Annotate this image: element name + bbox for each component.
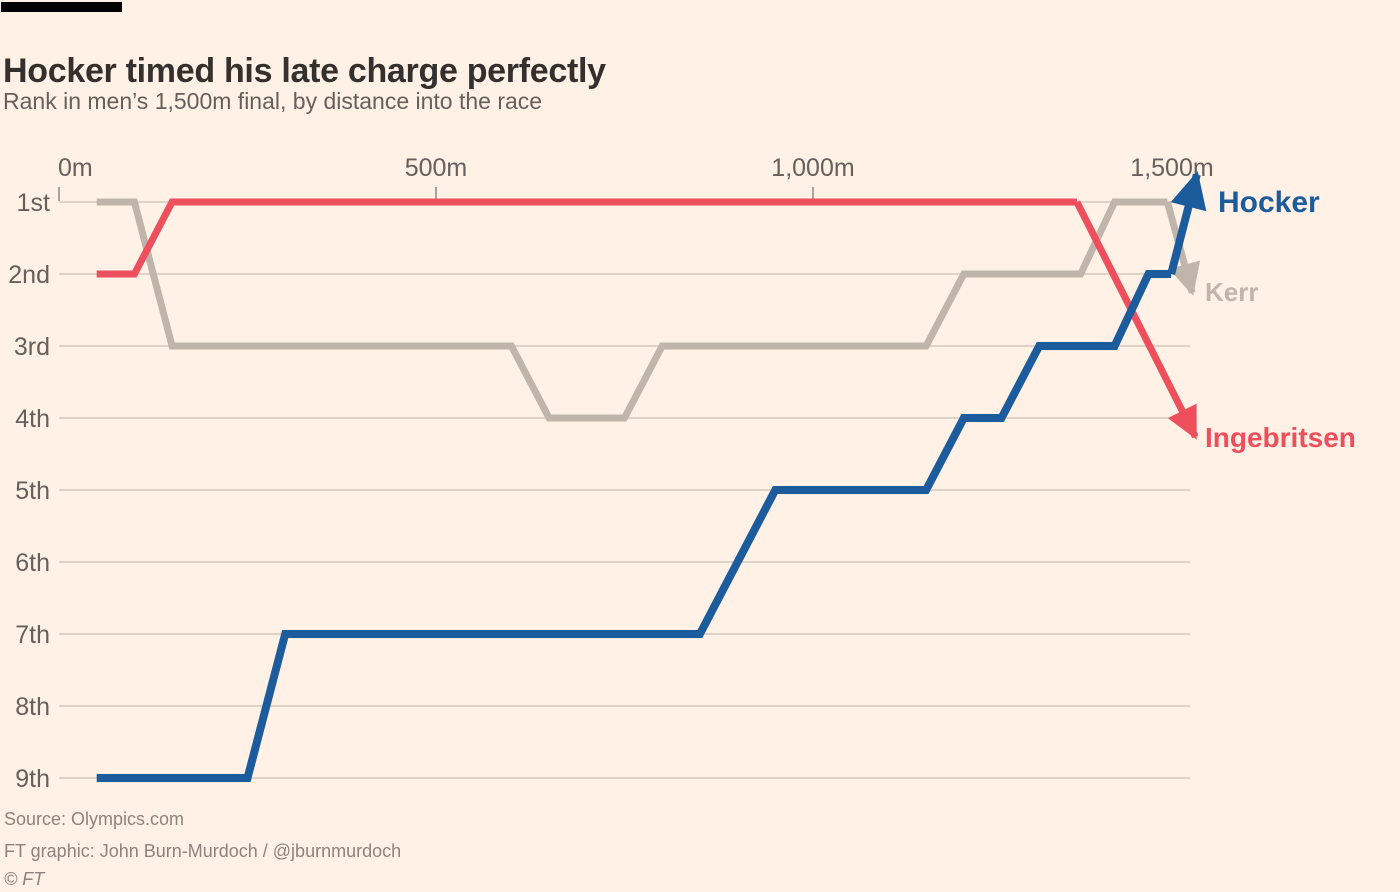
series-ingebritsen xyxy=(96,198,1199,440)
page-title: Hocker timed his late charge perfectly xyxy=(3,51,606,90)
ft-accent-bar xyxy=(1,2,122,12)
series-kerr xyxy=(96,198,1201,422)
series-label-kerr: Kerr xyxy=(1205,277,1259,307)
gridlines xyxy=(59,201,1190,779)
x-axis: 0m 500m 1,000m 1,500m xyxy=(58,154,1214,201)
y-tick-label: 8th xyxy=(15,693,50,721)
y-tick-label: 9th xyxy=(15,765,50,793)
series-hocker xyxy=(96,171,1207,782)
y-axis-labels: 1st 2nd 3rd 4th 5th 6th 7th 8th 9th xyxy=(8,189,50,793)
y-tick-label: 3rd xyxy=(14,333,50,361)
y-tick-label: 5th xyxy=(15,477,50,505)
footer-copyright: © FT xyxy=(4,869,45,889)
x-tick-label: 1,000m xyxy=(771,154,854,182)
y-tick-label: 7th xyxy=(15,621,50,649)
chart-subtitle: Rank in men’s 1,500m final, by distance … xyxy=(3,88,543,114)
y-tick-label: 1st xyxy=(17,189,50,217)
x-tick-label: 0m xyxy=(58,154,93,182)
footer-credit: FT graphic: John Burn-Murdoch / @jburnmu… xyxy=(4,841,402,861)
series-label-ingebritsen: Ingebritsen xyxy=(1205,422,1356,453)
y-tick-label: 4th xyxy=(15,405,50,433)
x-tick-label: 500m xyxy=(405,154,468,182)
y-tick-label: 6th xyxy=(15,549,50,577)
x-tick-label: 1,500m xyxy=(1130,154,1213,182)
series-label-hocker: Hocker xyxy=(1218,186,1320,219)
y-tick-label: 2nd xyxy=(8,261,50,289)
footer-source: Source: Olympics.com xyxy=(4,809,185,829)
